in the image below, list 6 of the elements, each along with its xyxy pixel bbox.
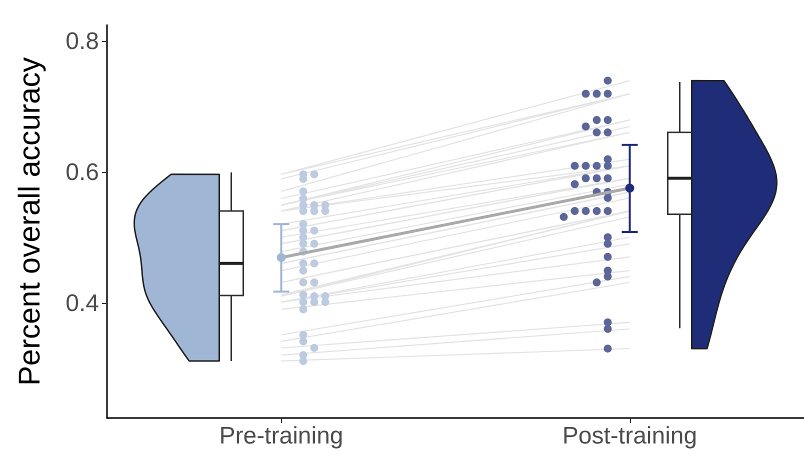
y-tick-label: 0.8 xyxy=(66,28,99,55)
y-tick-label: 0.6 xyxy=(66,158,99,186)
x-tick-label: Post-training xyxy=(562,422,698,450)
y-axis-title: Percent overall accuracy xyxy=(14,57,46,386)
y-tick-label: 0.4 xyxy=(66,290,99,317)
x-tick-label: Pre-training xyxy=(219,422,344,450)
